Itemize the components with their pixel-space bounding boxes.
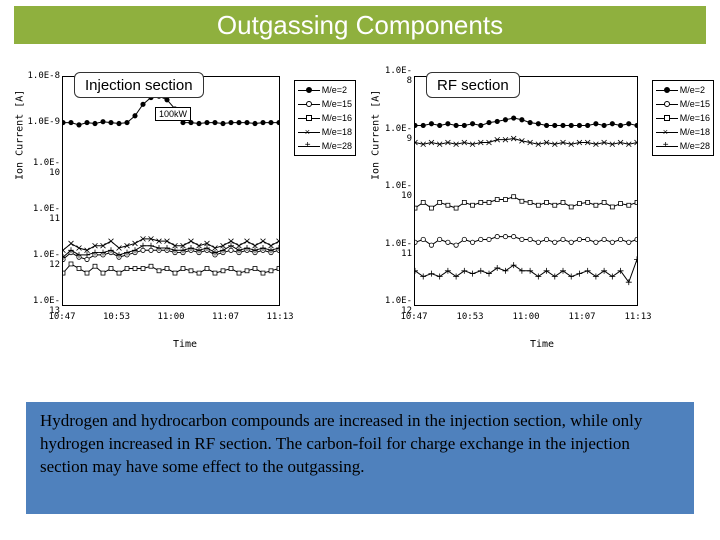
x-axis-label: Time <box>10 339 360 350</box>
page-title: Outgassing Components <box>14 6 706 44</box>
legend-item: ×M/e=18 <box>656 125 710 139</box>
x-tick-label: 10:53 <box>456 312 483 322</box>
legend-label: M/e=2 <box>680 85 705 95</box>
x-tick-label: 11:07 <box>568 312 595 322</box>
legend-label: M/e=15 <box>680 99 710 109</box>
summary-panel: Hydrogen and hydrocarbon compounds are i… <box>26 402 694 514</box>
x-tick-label: 11:07 <box>212 312 239 322</box>
plot-svg <box>415 77 637 305</box>
rf-pill: RF section <box>426 72 520 98</box>
x-tick-label: 10:53 <box>103 312 130 322</box>
legend-item: M/e=2 <box>298 83 352 97</box>
legend-label: M/e=16 <box>680 113 710 123</box>
y-tick-label: 1.0E-11 <box>380 239 412 259</box>
legend-item: M/e=16 <box>656 111 710 125</box>
injection-pill: Injection section <box>74 72 204 98</box>
legend-label: M/e=18 <box>322 127 352 137</box>
y-tick-label: 1.0E-9 <box>380 124 412 144</box>
legend-label: M/e=15 <box>322 99 352 109</box>
rf-chart: RF section Ion Current [A] M/e=2M/e=15M/… <box>370 54 714 354</box>
y-tick-label: 1.0E-10 <box>26 158 60 178</box>
y-tick-label: 1.0E-8 <box>26 71 60 81</box>
y-tick-label: 1.0E-11 <box>26 204 60 224</box>
charts-container: Injection section Ion Current [A] 100kW … <box>0 54 720 374</box>
x-tick-label: 11:13 <box>266 312 293 322</box>
annotation-100kw: 100kW <box>155 107 191 121</box>
legend-label: M/e=18 <box>680 127 710 137</box>
legend-item: M/e=2 <box>656 83 710 97</box>
y-tick-label: 1.0E-9 <box>26 117 60 127</box>
slide-root: Outgassing Components Injection section … <box>0 0 720 540</box>
legend-item: +M/e=28 <box>656 139 710 153</box>
legend-item: M/e=15 <box>298 97 352 111</box>
y-tick-label: 1.0E-10 <box>380 181 412 201</box>
legend-label: M/e=2 <box>322 85 347 95</box>
legend-label: M/e=16 <box>322 113 352 123</box>
legend: M/e=2 M/e=15 M/e=16 ×M/e=18+M/e=28 <box>652 80 714 156</box>
plot-region <box>414 76 638 306</box>
x-axis-label: Time <box>370 339 714 350</box>
injection-chart: Injection section Ion Current [A] 100kW … <box>10 54 360 354</box>
x-tick-label: 11:00 <box>512 312 539 322</box>
y-tick-label: 1.0E-8 <box>380 66 412 86</box>
y-axis-label: Ion Current [A] <box>15 90 26 180</box>
x-tick-label: 10:47 <box>400 312 427 322</box>
plot-region: 100kW <box>62 76 280 306</box>
legend: M/e=2 M/e=15 M/e=16 ×M/e=18+M/e=28 <box>294 80 356 156</box>
legend-item: M/e=15 <box>656 97 710 111</box>
legend-label: M/e=28 <box>322 141 352 151</box>
x-tick-label: 11:00 <box>157 312 184 322</box>
legend-item: ×M/e=18 <box>298 125 352 139</box>
legend-item: M/e=16 <box>298 111 352 125</box>
x-tick-label: 10:47 <box>48 312 75 322</box>
legend-label: M/e=28 <box>680 141 710 151</box>
legend-item: +M/e=28 <box>298 139 352 153</box>
y-tick-label: 1.0E-12 <box>26 250 60 270</box>
x-tick-label: 11:13 <box>624 312 651 322</box>
